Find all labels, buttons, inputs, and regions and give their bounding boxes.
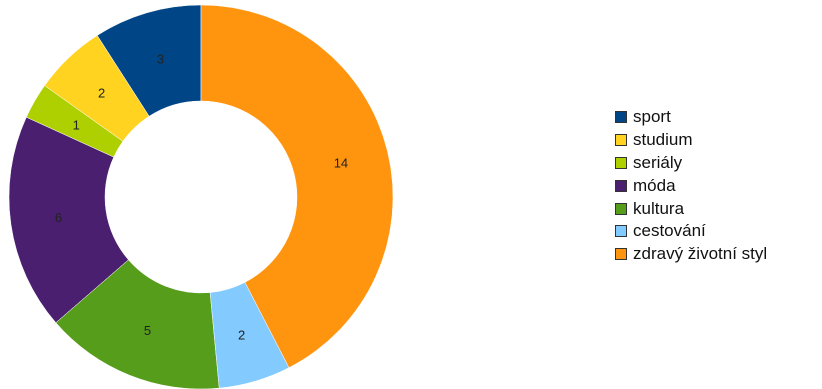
data-label-moda: 6 [55,210,62,225]
legend-item-serialy: seriály [615,152,767,175]
legend-item-studium: studium [615,129,767,152]
legend-label-serialy: seriály [633,152,683,172]
data-label-serialy: 1 [73,118,80,133]
slice-moda [8,116,129,324]
legend-label-zdravy-zivotni-styl: zdravý životní styl [633,244,768,264]
legend-swatch-kultura [615,202,627,215]
legend-label-moda: móda [633,175,676,195]
legend-swatch-sport [615,111,627,124]
data-label-cestovani: 2 [238,328,245,343]
legend-label-studium: studium [633,130,693,150]
chart-legend: sport studium seriály móda kultura cestování z… [615,106,767,266]
legend-swatch-zdravy-zivotni-styl [615,248,627,261]
legend-swatch-serialy [615,156,627,169]
legend-label-sport: sport [633,107,671,127]
legend-swatch-moda [615,179,627,192]
chart-slices [8,4,394,389]
legend-swatch-cestovani [615,225,627,238]
legend-item-moda: móda [615,174,767,197]
data-label-kultura: 5 [144,323,151,338]
legend-item-kultura: kultura [615,197,767,220]
legend-item-zdravy-zivotni-styl: zdravý životní styl [615,243,767,266]
data-label-sport: 3 [157,51,164,66]
legend-label-kultura: kultura [633,198,685,218]
data-label-zdravy-zivotni-styl: 14 [334,156,348,171]
data-label-studium: 2 [98,85,105,100]
legend-item-cestovani: cestování [615,220,767,243]
chart-data-labels: 3 2 1 6 5 2 14 [55,51,348,342]
slice-zdravy-zivotni-styl [200,4,394,368]
legend-swatch-studium [615,134,627,147]
legend-item-sport: sport [615,106,767,129]
legend-label-cestovani: cestování [633,221,706,241]
